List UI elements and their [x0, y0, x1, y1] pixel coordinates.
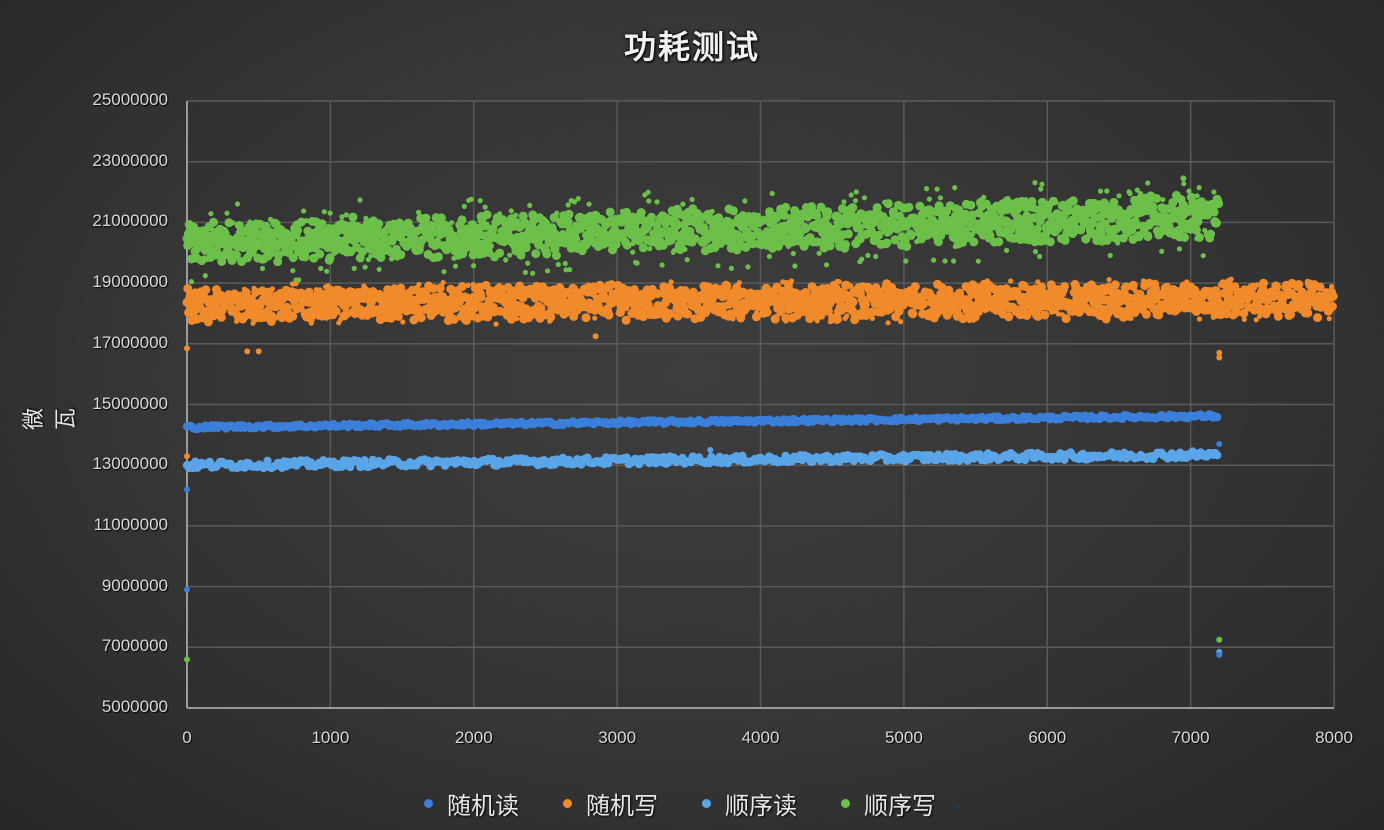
y-tick-label: 19000000: [92, 272, 168, 292]
y-tick-label: 15000000: [92, 393, 168, 413]
y-tick-label: 21000000: [92, 211, 168, 231]
legend-item-sequential-read[interactable]: 顺序读: [702, 786, 797, 821]
legend-item-random-read[interactable]: 随机读: [424, 786, 519, 821]
y-tick-label: 25000000: [92, 90, 168, 109]
x-tick-label: 0: [182, 728, 192, 747]
x-tick-label: 1000: [311, 728, 350, 747]
series-0: [182, 410, 1223, 658]
x-tick-label: 2000: [454, 728, 493, 747]
x-tick-label: 8000: [1315, 728, 1353, 747]
series-2: [182, 447, 1223, 655]
y-tick-label: 9000000: [101, 575, 168, 595]
y-tick-label: 5000000: [101, 697, 168, 716]
legend-label: 顺序读: [725, 792, 797, 820]
y-tick-label: 7000000: [101, 636, 168, 656]
y-tick-label: 13000000: [92, 454, 168, 474]
legend-label: 顺序写: [864, 792, 936, 820]
legend-extra-marker-icon: [956, 804, 960, 809]
legend-marker-icon: [563, 799, 572, 808]
legend-item-random-write[interactable]: 随机写: [563, 786, 658, 821]
legend-marker-icon: [424, 799, 433, 808]
series-1: [182, 276, 1338, 460]
x-tick-label: 7000: [1171, 728, 1210, 747]
legend-label: 随机写: [586, 792, 658, 820]
legend-marker-icon: [702, 799, 711, 808]
legend: 随机读 随机写 顺序读 顺序写: [0, 786, 1384, 821]
y-tick-label: 23000000: [92, 150, 168, 170]
legend-label: 随机读: [447, 792, 519, 820]
legend-item-sequential-write[interactable]: 顺序写: [841, 786, 960, 821]
x-tick-label: 4000: [741, 728, 780, 747]
y-tick-label: 17000000: [92, 332, 168, 352]
chart-title: 功耗测试: [623, 28, 760, 66]
y-tick-label: 11000000: [93, 514, 168, 534]
x-tick-label: 5000: [884, 728, 923, 747]
x-tick-label: 3000: [598, 728, 637, 747]
legend-marker-icon: [841, 799, 850, 808]
series-3: [182, 175, 1224, 663]
x-tick-label: 6000: [1028, 728, 1067, 747]
